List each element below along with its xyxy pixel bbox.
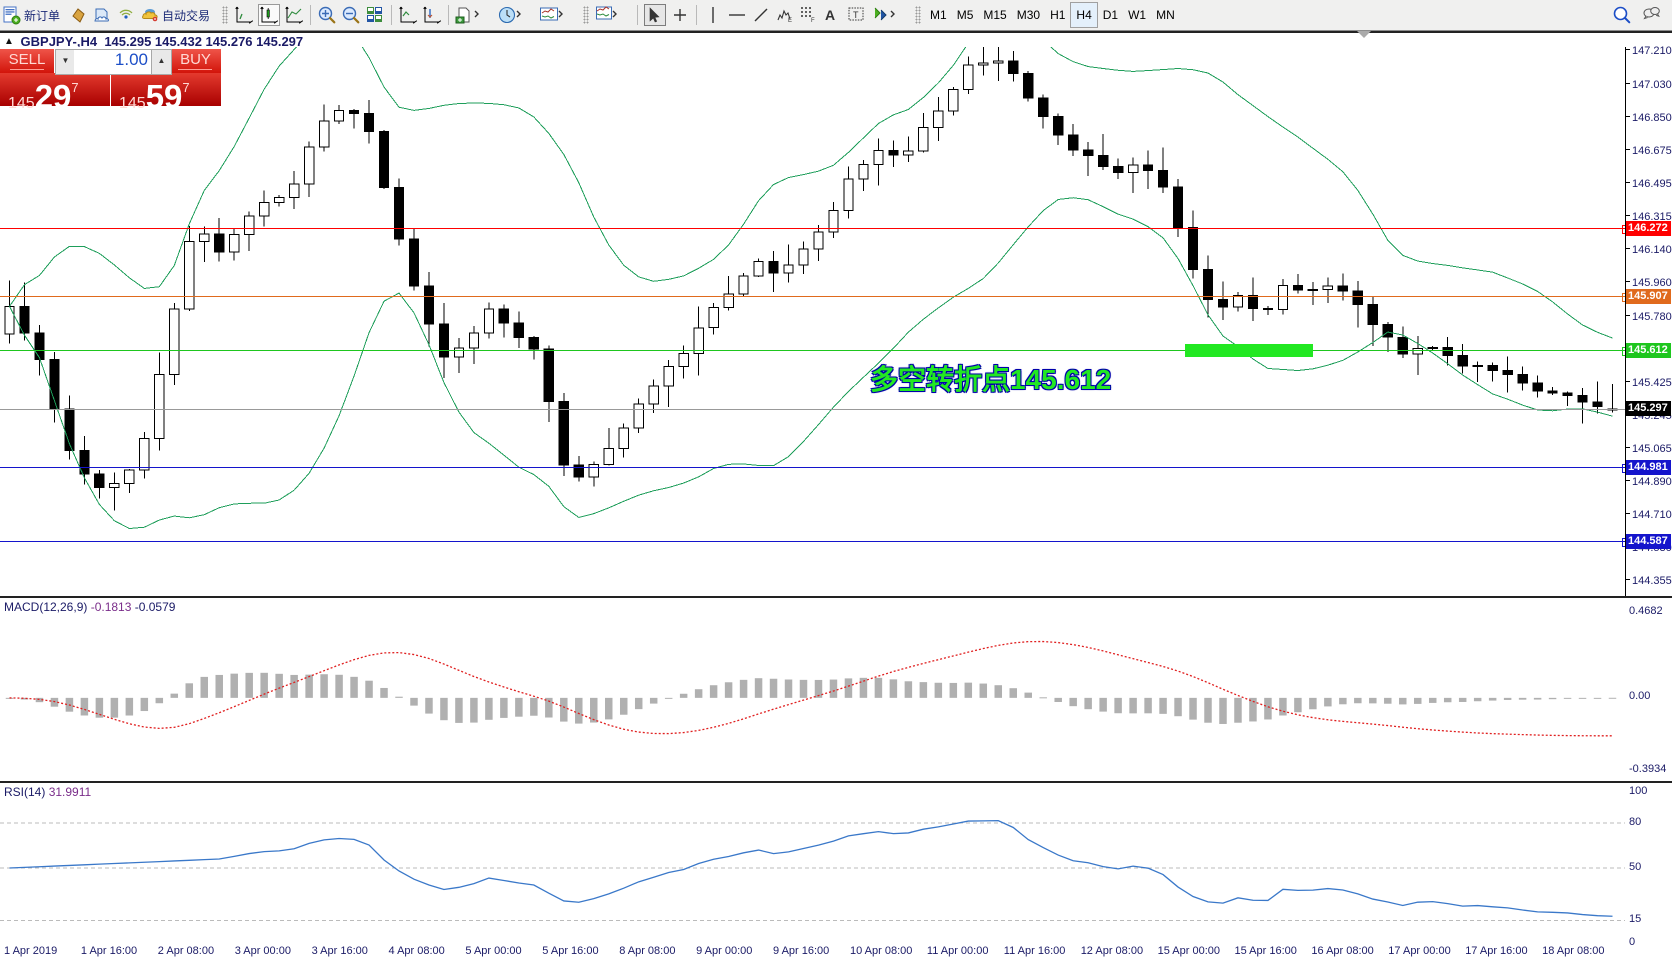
svg-text:A: A [825,7,835,23]
svg-text:E: E [788,18,792,24]
svg-text:T: T [853,10,859,20]
svg-text:F: F [811,18,815,24]
